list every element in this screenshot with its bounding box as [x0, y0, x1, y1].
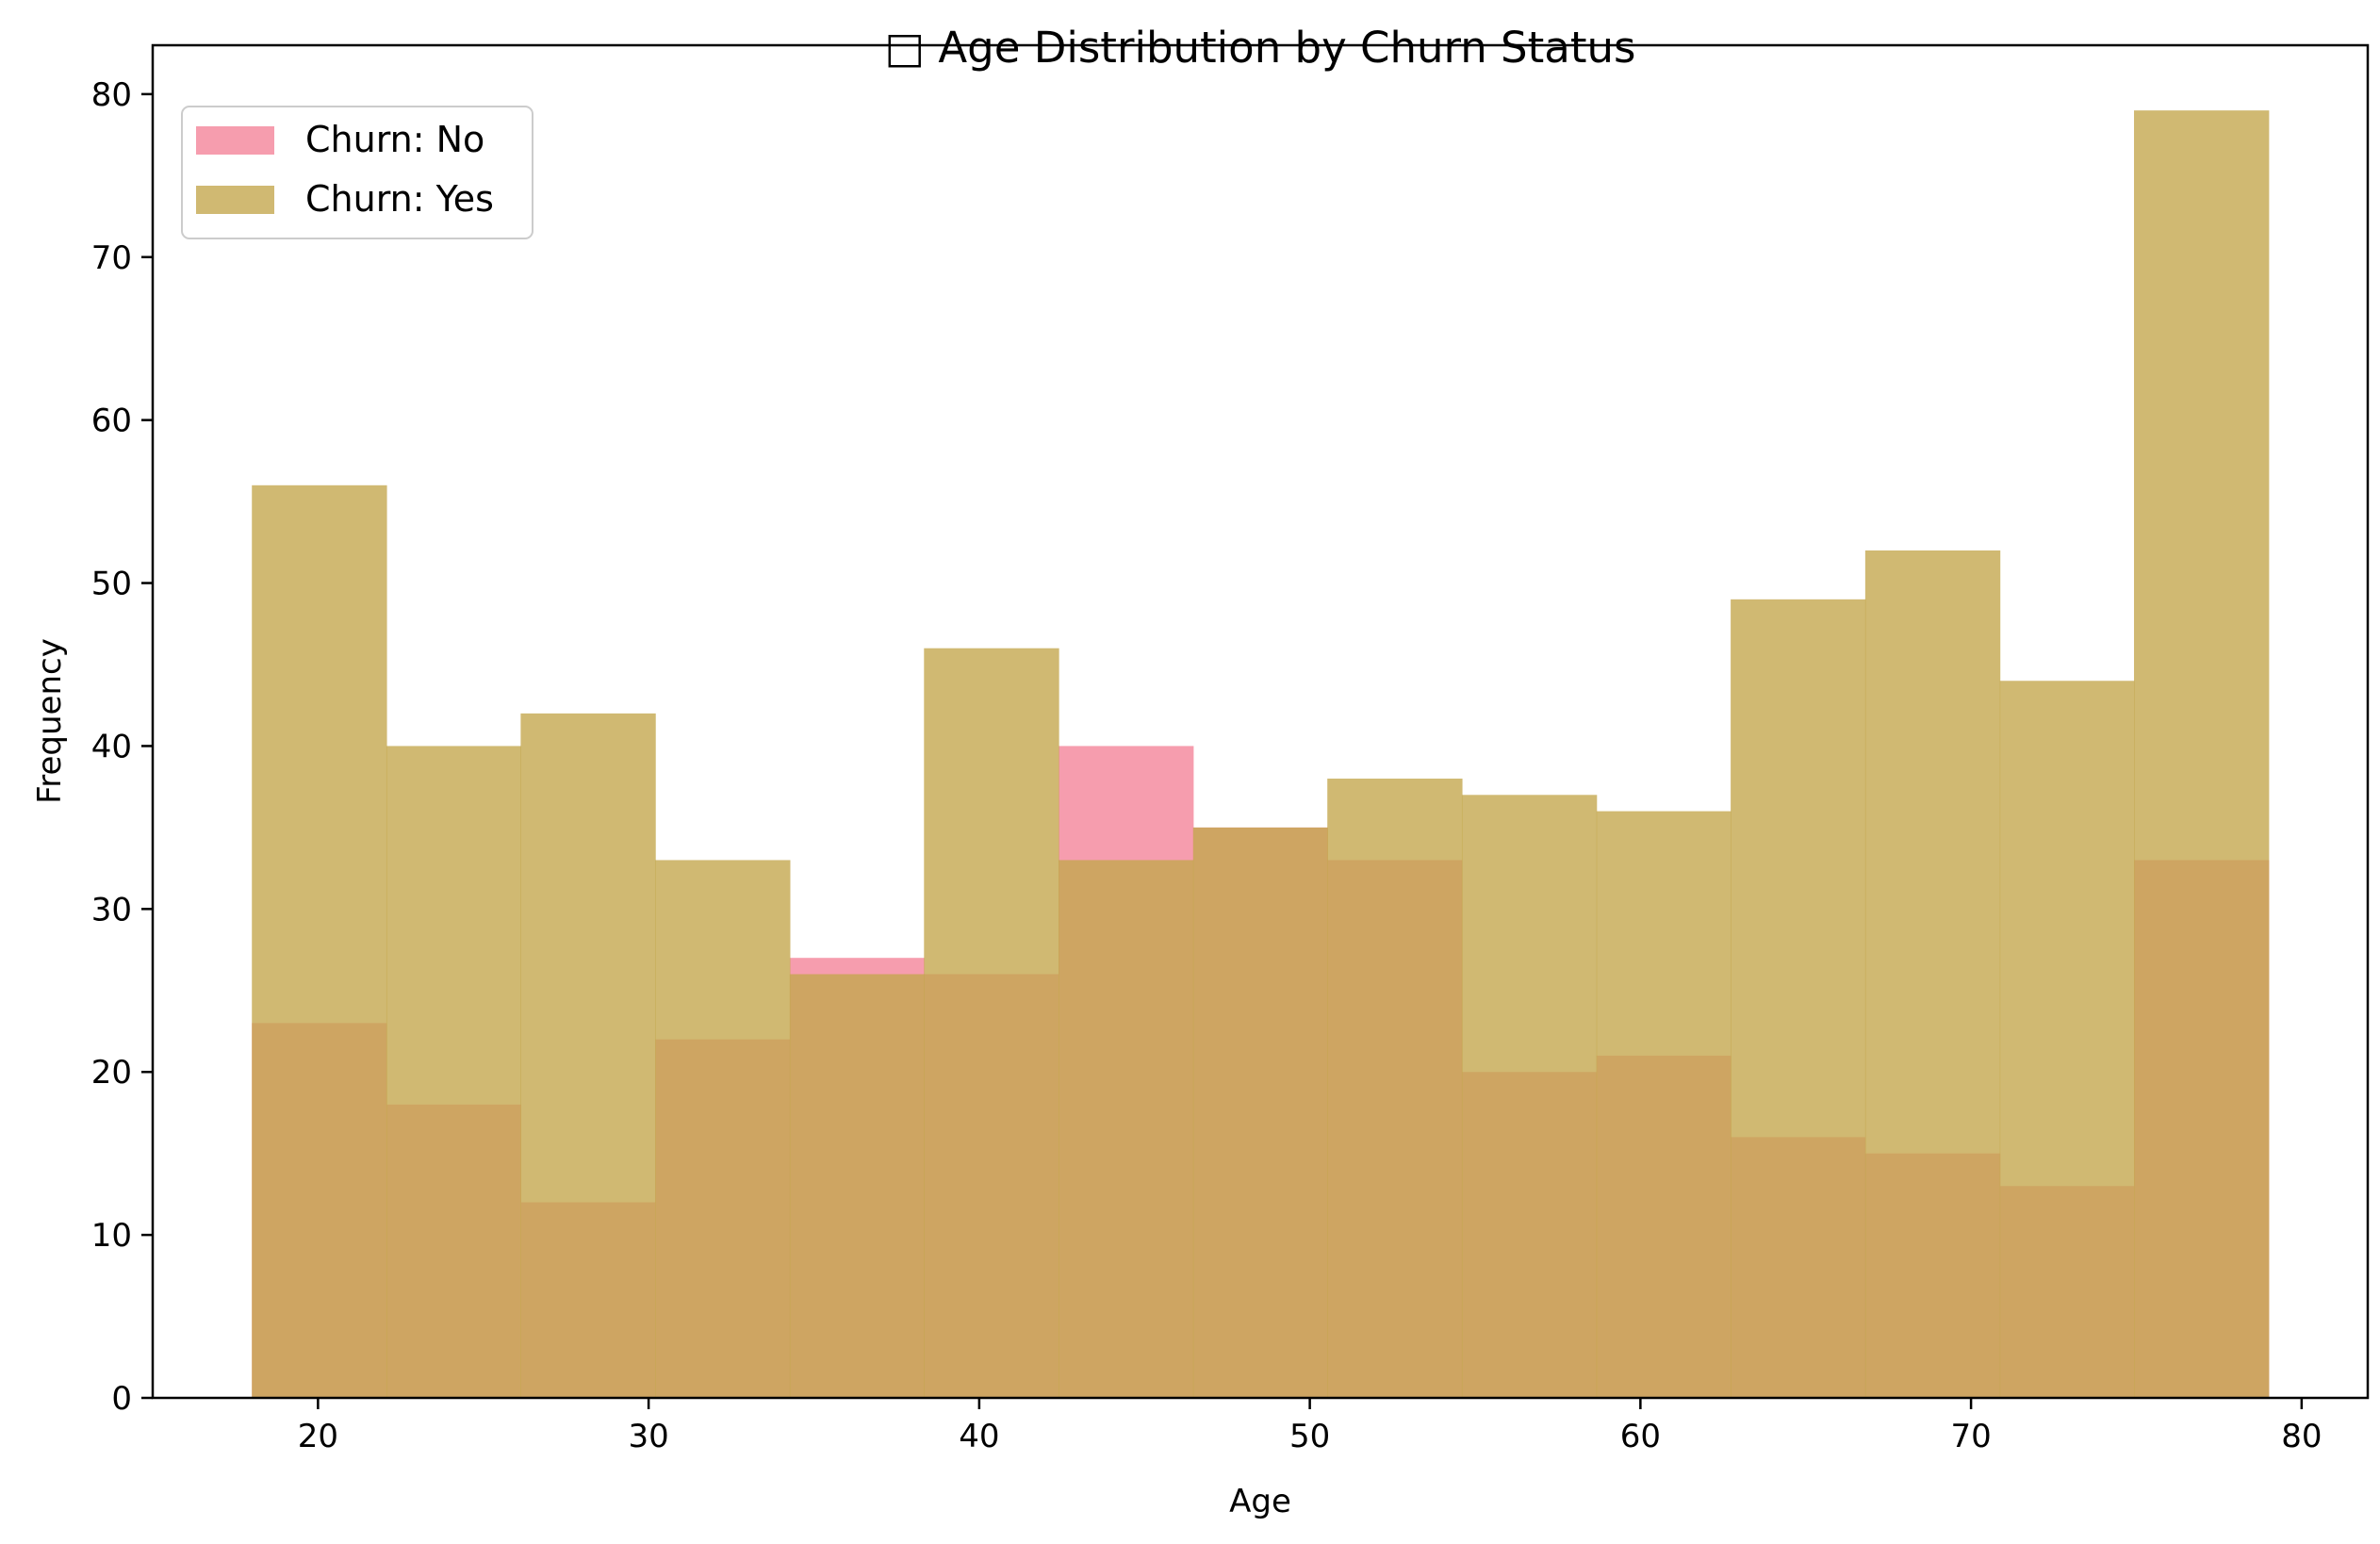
x-tick-label: 50 — [1289, 1418, 1330, 1455]
bar-churn-yes-8 — [1192, 827, 1328, 1398]
x-tick-label: 40 — [959, 1418, 999, 1455]
y-tick-label: 0 — [111, 1380, 132, 1418]
bar-churn-yes-14 — [1999, 681, 2135, 1398]
y-tick-label: 50 — [91, 566, 132, 603]
y-tick-label: 40 — [91, 728, 132, 765]
x-tick-label: 70 — [1950, 1418, 1991, 1455]
bar-churn-yes-6 — [924, 648, 1059, 1398]
y-tick-label: 70 — [91, 239, 132, 277]
bar-churn-yes-15 — [2134, 110, 2270, 1399]
plot-frame — [151, 43, 2370, 1400]
chart-title: □ Age Distribution by Churn Status — [885, 23, 1636, 73]
y-tick-label: 80 — [91, 76, 132, 114]
bar-churn-yes-5 — [789, 974, 925, 1398]
x-tick-label: 80 — [2281, 1418, 2322, 1455]
y-axis-ticks: 0 10 20 30 40 50 60 70 80 — [91, 76, 153, 1418]
bar-churn-yes-10 — [1461, 795, 1598, 1398]
x-tick-label: 20 — [298, 1418, 338, 1455]
legend-label-churn-no: Churn: No — [305, 119, 484, 160]
legend-swatch-churn-yes — [196, 186, 274, 214]
bar-churn-yes-9 — [1327, 779, 1463, 1398]
y-tick-label: 60 — [91, 402, 132, 440]
bars-group — [252, 110, 2270, 1399]
bar-churn-yes-12 — [1731, 599, 1866, 1398]
x-tick-label: 60 — [1620, 1418, 1661, 1455]
y-tick-label: 20 — [91, 1054, 132, 1092]
legend-label-churn-yes: Churn: Yes — [305, 178, 494, 220]
bar-churn-yes-11 — [1596, 811, 1732, 1398]
y-tick-label: 30 — [91, 891, 132, 928]
bar-churn-yes-7 — [1059, 860, 1194, 1398]
bar-churn-yes-4 — [655, 860, 791, 1398]
x-axis-ticks: 20 30 40 50 60 70 80 — [298, 1398, 2322, 1455]
y-tick-label: 10 — [91, 1217, 132, 1255]
bar-churn-yes-3 — [520, 713, 656, 1398]
y-axis-label: Frequency — [31, 638, 69, 804]
x-axis-label: Age — [1229, 1483, 1291, 1520]
legend-swatch-churn-no — [196, 126, 274, 155]
bar-churn-yes-13 — [1864, 550, 2001, 1398]
legend: Churn: No Churn: Yes — [181, 106, 533, 239]
x-tick-label: 30 — [628, 1418, 668, 1455]
bar-churn-yes-1 — [252, 485, 387, 1398]
bar-churn-yes-2 — [386, 746, 521, 1398]
